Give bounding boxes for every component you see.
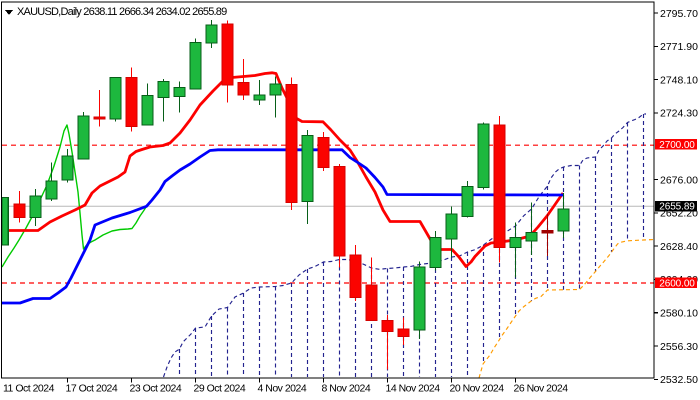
svg-text:20 Nov 2024: 20 Nov 2024 [450, 383, 505, 395]
svg-text:11 Oct 2024: 11 Oct 2024 [3, 383, 55, 395]
svg-text:2771.90: 2771.90 [660, 41, 698, 53]
svg-text:2676.00: 2676.00 [660, 174, 698, 186]
svg-text:17 Oct 2024: 17 Oct 2024 [66, 383, 118, 395]
svg-text:23 Oct 2024: 23 Oct 2024 [130, 383, 182, 395]
svg-text:2795.70: 2795.70 [660, 8, 698, 20]
svg-text:2655.89: 2655.89 [659, 202, 695, 213]
svg-text:XAUUSD,Daily 2638.11 2666.34: XAUUSD,Daily 2638.11 2666.34 2634.02 265… [17, 6, 227, 18]
svg-text:2700.00: 2700.00 [659, 140, 695, 151]
svg-text:2748.10: 2748.10 [660, 74, 698, 86]
svg-text:8 Nov 2024: 8 Nov 2024 [322, 383, 371, 395]
svg-text:2724.30: 2724.30 [660, 108, 698, 120]
svg-text:2556.30: 2556.30 [660, 341, 698, 353]
svg-text:29 Oct 2024: 29 Oct 2024 [194, 383, 246, 395]
svg-text:2532.50: 2532.50 [660, 374, 698, 386]
svg-text:14 Nov 2024: 14 Nov 2024 [386, 383, 441, 395]
svg-text:2628.40: 2628.40 [660, 241, 698, 253]
svg-text:2600.00: 2600.00 [659, 278, 695, 289]
svg-text:26 Nov 2024: 26 Nov 2024 [514, 383, 569, 395]
svg-text:2580.10: 2580.10 [660, 308, 698, 320]
svg-text:4 Nov 2024: 4 Nov 2024 [258, 383, 307, 395]
